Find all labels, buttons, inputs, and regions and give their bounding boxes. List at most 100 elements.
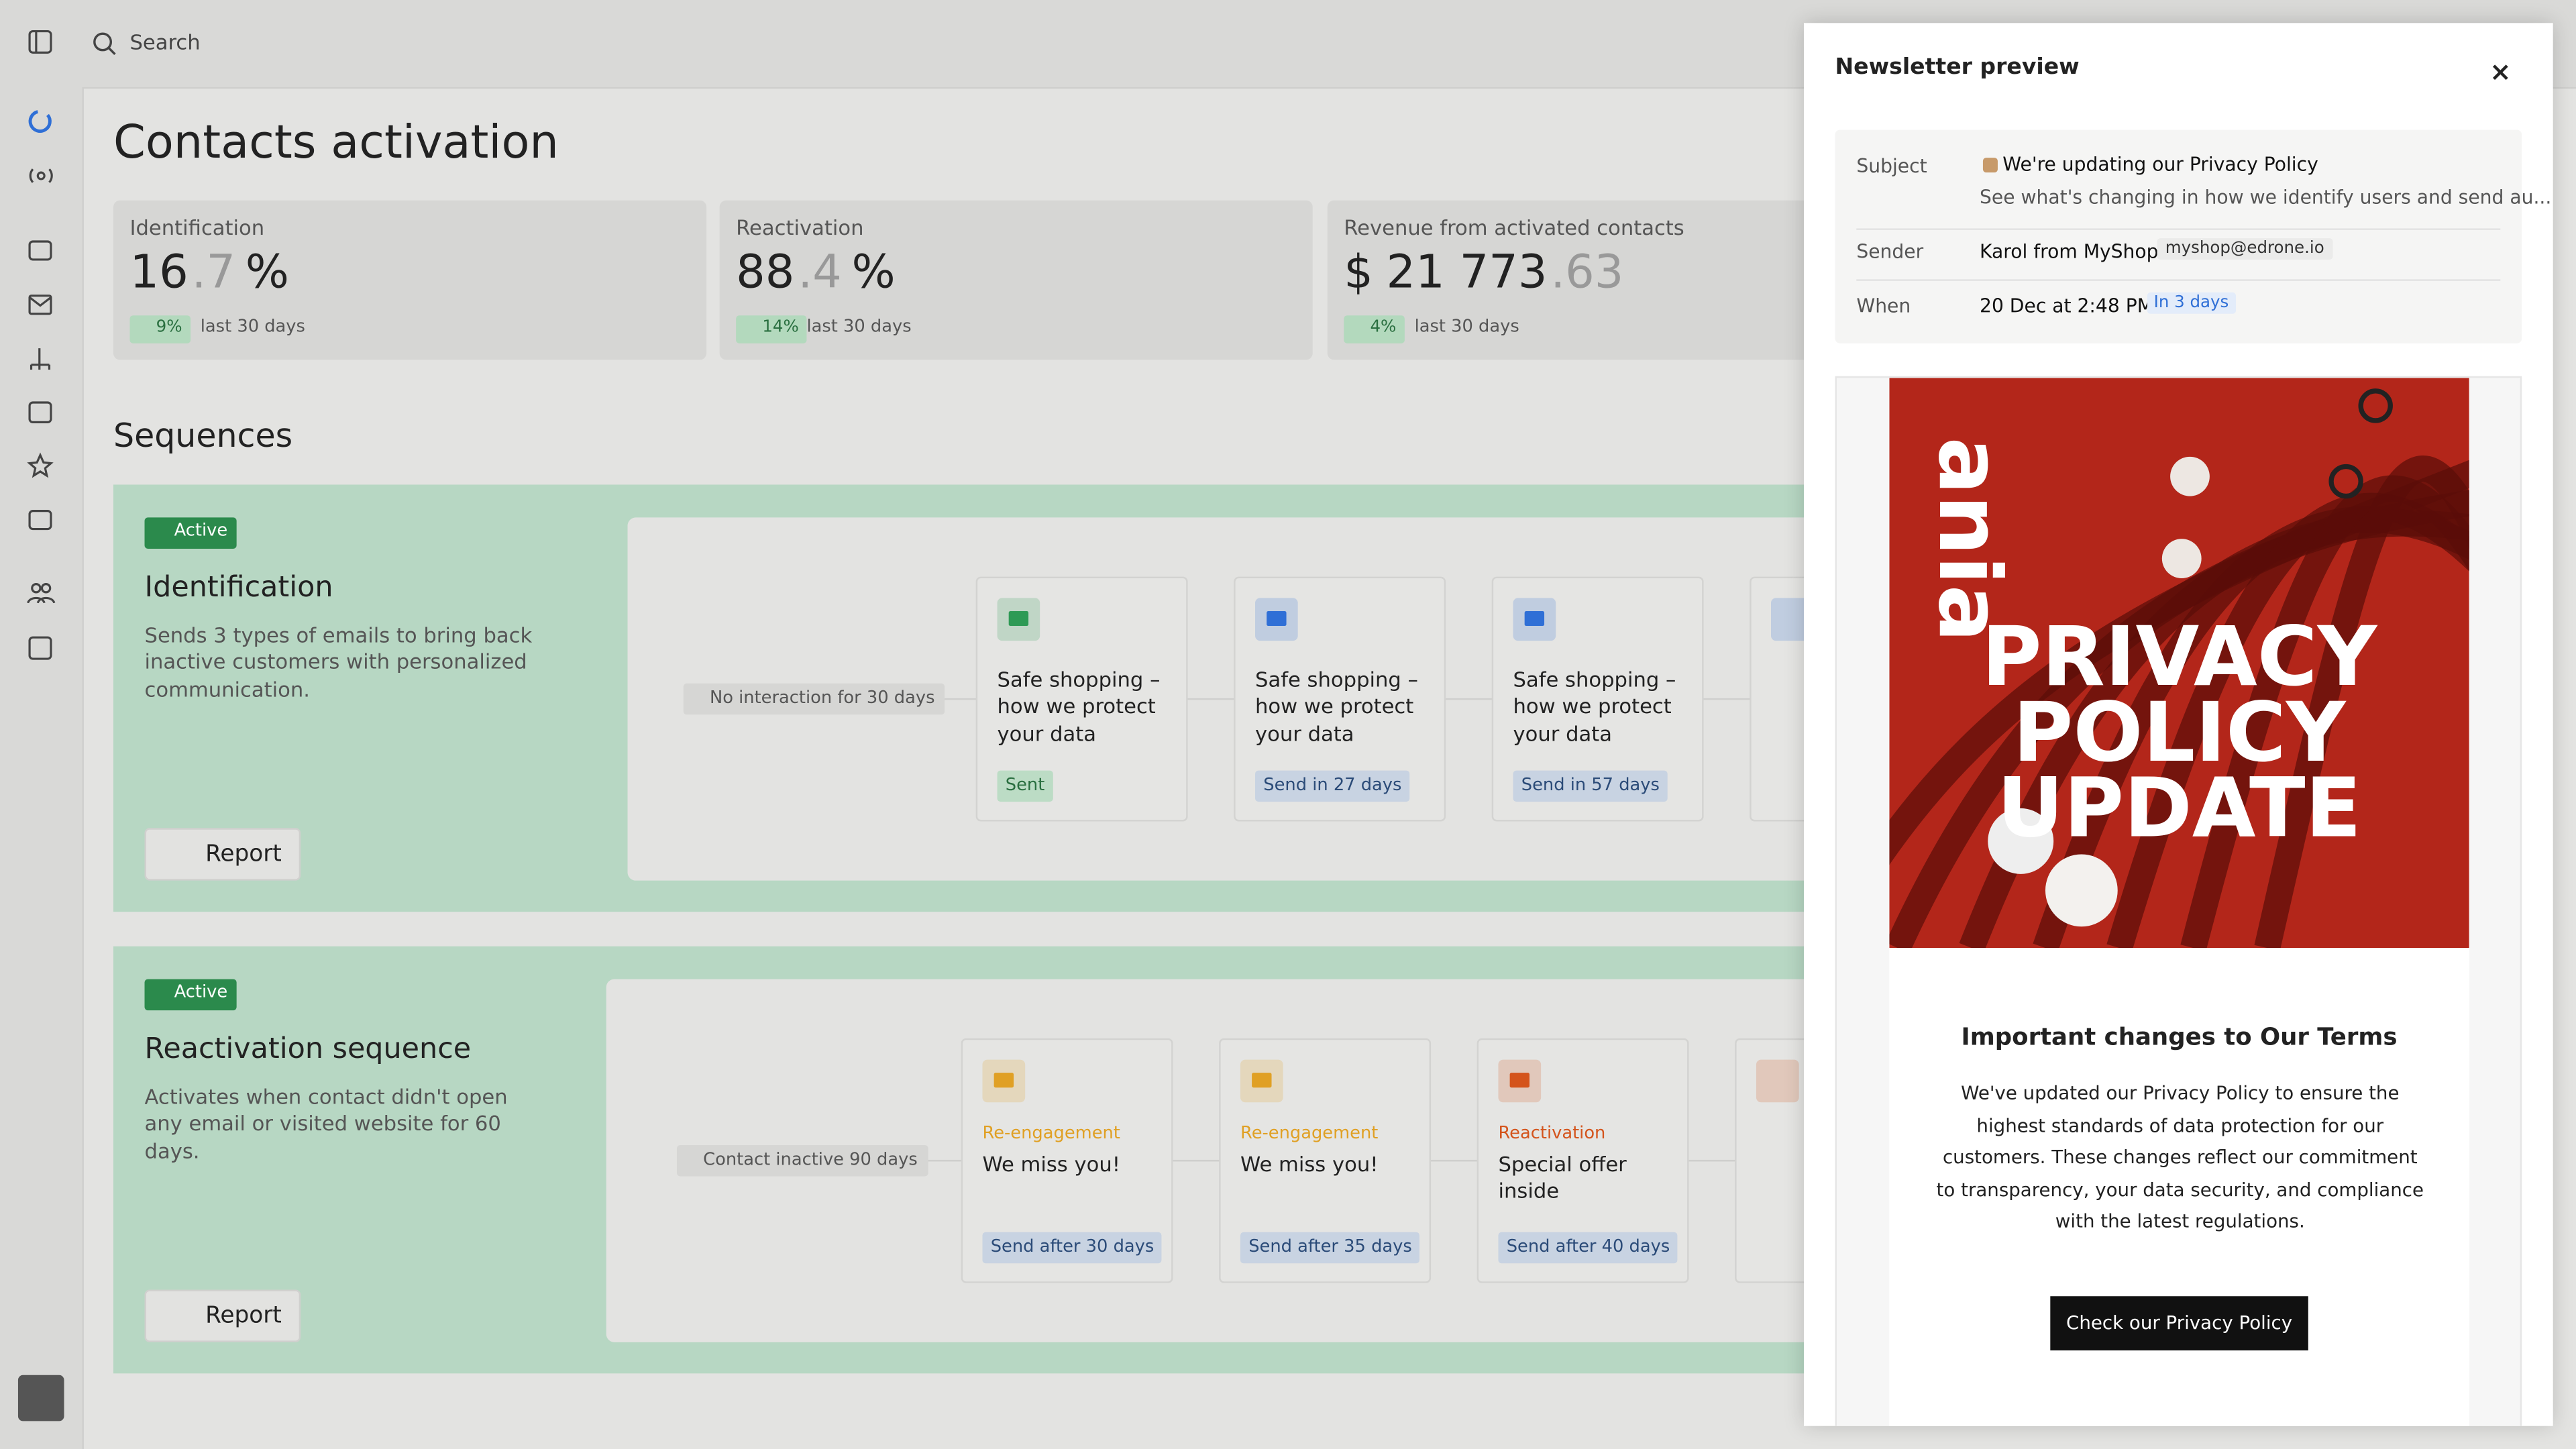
metric-value: 88.4% <box>736 245 895 299</box>
step-icon-glyph <box>1509 1073 1530 1088</box>
step-title: We miss you! <box>982 1151 1121 1177</box>
metric-value: $21 773.63 <box>1344 245 1623 299</box>
step-icon <box>1513 598 1556 641</box>
email-text: We've updated our Privacy Policy to ensu… <box>1936 1082 2424 1233</box>
change-chip: 14% <box>736 315 808 343</box>
search-icon <box>93 32 116 56</box>
report-button[interactable]: Report <box>144 828 301 881</box>
separator <box>1856 279 2501 281</box>
sidebar <box>17 30 64 1421</box>
metric-period: last 30 days <box>806 317 912 337</box>
metric-label: Reactivation <box>736 215 864 240</box>
step-icon <box>1255 598 1298 641</box>
meta-label: When <box>1856 294 1911 317</box>
metric-value-part: 21 773 <box>1386 244 1548 299</box>
email-frame: ania PRIVACY POLICY UPDATE Important changes… <box>1835 376 2522 1426</box>
close-button[interactable] <box>2489 59 2512 82</box>
metric-value: 16.7% <box>129 245 288 299</box>
step-icon <box>1498 1059 1542 1103</box>
step-card[interactable]: Re-engagement We miss you! Send after 35 d… <box>1219 1038 1432 1283</box>
sequence-flow: No interaction for 30 days Safe shopping … <box>627 517 1998 881</box>
preheader: See what's changing in how we identify u… <box>1980 185 2552 209</box>
sequence-card: Active Identification Sends 3 types of ema… <box>113 484 1998 912</box>
sequence-description: Activates when contact didn't open any e… <box>144 1084 508 1163</box>
metric-card: Reactivation 88.4% 14% last 30 days <box>719 200 1313 360</box>
step-icon <box>997 598 1040 641</box>
step-icon <box>1756 1059 1799 1103</box>
nav-icon[interactable] <box>36 171 46 180</box>
step-icon-glyph <box>994 1073 1014 1088</box>
nav-icon[interactable] <box>30 348 51 370</box>
nav-icon[interactable] <box>28 30 52 54</box>
nav-icon[interactable] <box>27 452 54 478</box>
search-input[interactable]: Search <box>129 30 201 54</box>
nav-icon[interactable] <box>31 583 42 594</box>
step-card[interactable]: Re-engagement We miss you! Send after 30 d… <box>961 1038 1173 1283</box>
report-label: Report <box>205 841 282 868</box>
status-badge: Active <box>144 979 237 1011</box>
sequence-flow: Contact inactive 90 days Re-engagement We … <box>606 979 1992 1342</box>
step-status: Send in 27 days <box>1255 770 1410 802</box>
meta-label: Subject <box>1856 154 1927 178</box>
step-icon <box>1240 1059 1283 1103</box>
metric-period: last 30 days <box>200 317 305 337</box>
step-status: Send after 35 days <box>1240 1232 1421 1264</box>
trigger-chip: No interaction for 30 days <box>683 683 945 715</box>
report-button[interactable]: Report <box>144 1289 301 1342</box>
change-chip: 4% <box>1344 315 1405 343</box>
metric-value-part: % <box>245 244 289 299</box>
preview-panel: Newsletter preview Subject Sender When We're… <box>1803 23 2553 1426</box>
step-tag: Reactivation <box>1498 1124 1606 1144</box>
when: 20 Dec at 2:48 PM <box>1980 294 2154 317</box>
when-badge: In 3 days <box>2147 292 2236 314</box>
step-card[interactable]: Reactivation Special offer inside Send aft… <box>1477 1038 1689 1283</box>
sender-email: myshop@edrone.io <box>2157 238 2332 260</box>
meta-label: Sender <box>1856 239 1924 263</box>
metric-value-part: .63 <box>1550 244 1624 299</box>
status-badge: Active <box>144 517 237 549</box>
nav-icon[interactable] <box>28 636 52 660</box>
sequence-name: Reactivation sequence <box>144 1033 472 1067</box>
step-title: Safe shopping – how we protect your data <box>997 667 1161 746</box>
trigger-chip: Contact inactive 90 days <box>676 1144 928 1177</box>
page-title: Contacts activation <box>113 115 559 170</box>
hero-image: ania PRIVACY POLICY UPDATE <box>1889 378 2469 949</box>
metric-value-part: .7 <box>191 244 236 299</box>
sender: Karol from MyShop <box>1980 239 2159 263</box>
nav-icon[interactable] <box>28 294 52 315</box>
step-card[interactable]: Safe shopping – how we protect your data… <box>975 576 1188 822</box>
metric-label: Revenue from activated contacts <box>1344 215 1684 240</box>
step-status: Send after 30 days <box>982 1232 1163 1264</box>
nav-icon[interactable] <box>28 110 52 133</box>
metric-label: Identification <box>129 215 265 240</box>
email-heading: Important changes to Our Terms <box>1961 1025 2398 1052</box>
section-title: Sequences <box>113 415 293 455</box>
email-body: ania PRIVACY POLICY UPDATE Important changes… <box>1889 378 2469 1426</box>
panel-title: Newsletter preview <box>1835 54 2080 81</box>
metric-value-part: % <box>851 244 896 299</box>
nav-icon[interactable] <box>28 510 52 531</box>
step-title: Safe shopping – how we protect your data <box>1255 667 1418 746</box>
avatar[interactable] <box>17 1375 64 1421</box>
change-chip: 9% <box>129 315 191 343</box>
sequence-name: Identification <box>144 572 333 605</box>
lock-icon <box>1982 158 1998 173</box>
hero-headline: UPDATE <box>1996 760 2362 856</box>
hero-headline: POLICY <box>2012 685 2346 781</box>
step-title: Special offer inside <box>1498 1151 1627 1203</box>
step-card[interactable]: Safe shopping – how we protect your data… <box>1234 576 1446 822</box>
step-icon <box>982 1059 1026 1103</box>
report-label: Report <box>205 1303 282 1330</box>
nav-icon[interactable] <box>28 401 52 423</box>
separator <box>1856 228 2501 230</box>
step-icon-glyph <box>1252 1073 1272 1088</box>
nav-icon[interactable] <box>28 240 52 261</box>
cta-button[interactable]: Check our Privacy Policy <box>2050 1296 2308 1351</box>
metric-card: Identification 16.7% 9% last 30 days <box>113 200 707 360</box>
sequence-description: Sends 3 types of emails to bring back in… <box>144 623 533 701</box>
step-icon-glyph <box>1524 611 1545 627</box>
meta-box: Subject Sender When We're updating our Priv… <box>1835 129 2551 343</box>
step-card[interactable]: Safe shopping – how we protect your data… <box>1491 576 1704 822</box>
